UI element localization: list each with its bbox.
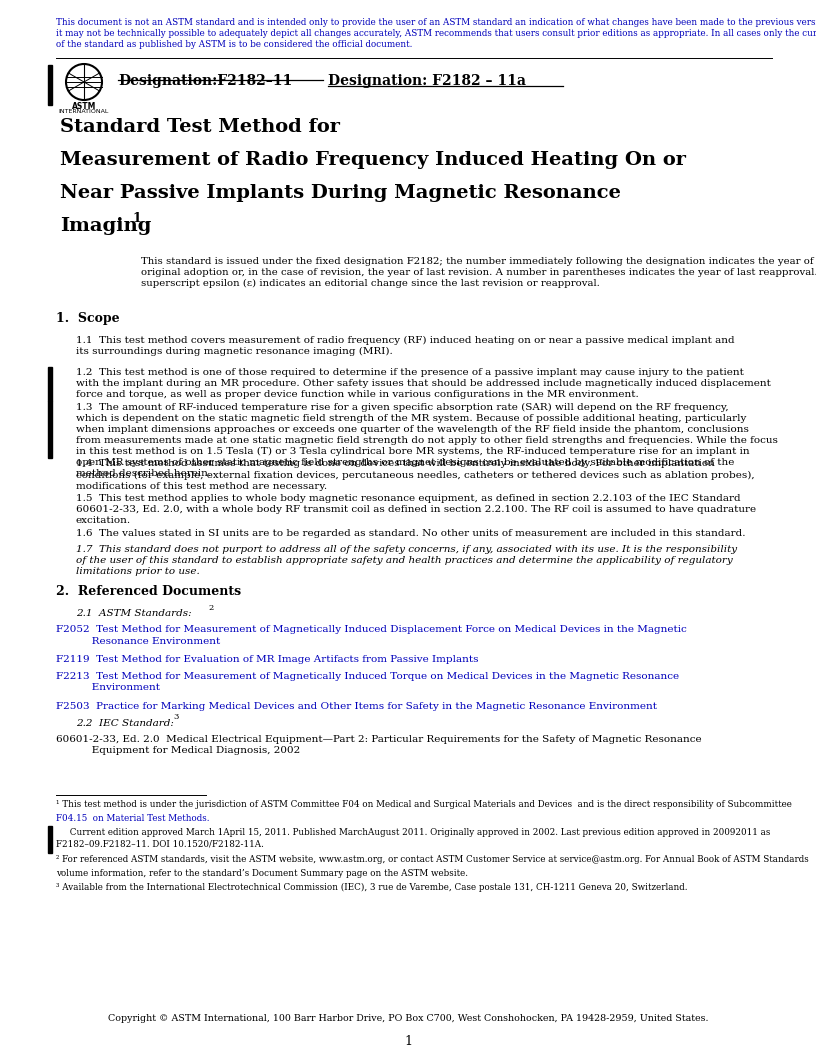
Text: ² For referenced ASTM standards, visit the ASTM website, www.astm.org, or contac: ² For referenced ASTM standards, visit t… [56,855,809,864]
Text: F2213  Test Method for Measurement of Magnetically Induced Torque on Medical Dev: F2213 Test Method for Measurement of Mag… [56,672,679,692]
Text: ³ Available from the International Electrotechnical Commission (IEC), 3 rue de V: ³ Available from the International Elect… [56,883,688,892]
Text: 2.1  ASTM Standards:: 2.1 ASTM Standards: [76,609,192,618]
Text: volume information, refer to the standard’s Document Summary page on the ASTM we: volume information, refer to the standar… [56,869,468,878]
Text: F2503  Practice for Marking Medical Devices and Other Items for Safety in the Ma: F2503 Practice for Marking Medical Devic… [56,702,657,711]
Text: Designation:F2182–11: Designation:F2182–11 [118,74,292,88]
Text: 1.3  The amount of RF-induced temperature rise for a given specific absorption r: 1.3 The amount of RF-induced temperature… [76,402,778,478]
Text: 3: 3 [173,713,179,721]
Text: 2.2  IEC Standard:: 2.2 IEC Standard: [76,718,174,728]
Text: F2119  Test Method for Evaluation of MR Image Artifacts from Passive Implants: F2119 Test Method for Evaluation of MR I… [56,656,478,664]
Text: 1.6  The values stated in SI units are to be regarded as standard. No other unit: 1.6 The values stated in SI units are to… [76,528,746,538]
Bar [48,401,51,457]
Text: Standard Test Method for: Standard Test Method for [60,118,340,136]
Text: 1: 1 [404,1035,412,1048]
Text: This standard is issued under the fixed designation F2182; the number immediatel: This standard is issued under the fixed … [141,257,816,288]
Text: ¹ This test method is under the jurisdiction of ASTM Committee F04 on Medical an: ¹ This test method is under the jurisdic… [56,800,792,809]
Text: F04.15  on Material Test Methods.: F04.15 on Material Test Methods. [56,814,210,823]
Text: 1.4  This test method assumes that testing is done on devices that will be entir: 1.4 This test method assumes that testin… [76,459,755,491]
Text: 1.  Scope: 1. Scope [56,312,120,325]
Text: Designation: F2182 – 11a: Designation: F2182 – 11a [328,74,526,88]
Text: 1: 1 [133,212,142,225]
Text: 2.  Referenced Documents: 2. Referenced Documents [56,585,241,598]
Bar [48,367,51,401]
Text: 60601-2-33, Ed. 2.0  Medical Electrical Equipment—Part 2: Particular Requirement: 60601-2-33, Ed. 2.0 Medical Electrical E… [56,735,702,755]
Bar [48,826,51,853]
Text: 1.7  This standard does not purport to address all of the safety concerns, if an: 1.7 This standard does not purport to ad… [76,545,737,577]
Bar [48,65,51,105]
Text: Near Passive Implants During Magnetic Resonance: Near Passive Implants During Magnetic Re… [60,184,621,202]
Text: Measurement of Radio Frequency Induced Heating On or: Measurement of Radio Frequency Induced H… [60,151,686,169]
Text: INTERNATIONAL: INTERNATIONAL [59,109,109,114]
Text: Imaging: Imaging [60,216,152,235]
Text: 2: 2 [208,603,213,611]
Text: 1.2  This test method is one of those required to determine if the presence of a: 1.2 This test method is one of those req… [76,367,771,399]
Text: F2052  Test Method for Measurement of Magnetically Induced Displacement Force on: F2052 Test Method for Measurement of Mag… [56,625,687,645]
Text: 1.1  This test method covers measurement of radio frequency (RF) induced heating: 1.1 This test method covers measurement … [76,336,734,356]
Text: This document is not an ASTM standard and is intended only to provide the user o: This document is not an ASTM standard an… [56,18,816,49]
Text: Copyright © ASTM International, 100 Barr Harbor Drive, PO Box C700, West Conshoh: Copyright © ASTM International, 100 Barr… [108,1014,708,1023]
Text: 1.5  This test method applies to whole body magnetic resonance equipment, as def: 1.5 This test method applies to whole bo… [76,494,756,525]
Text: Current edition approved March 1April 15, 2011. Published MarchAugust 2011. Orig: Current edition approved March 1April 15… [56,828,770,848]
Text: ASTM: ASTM [72,102,96,111]
